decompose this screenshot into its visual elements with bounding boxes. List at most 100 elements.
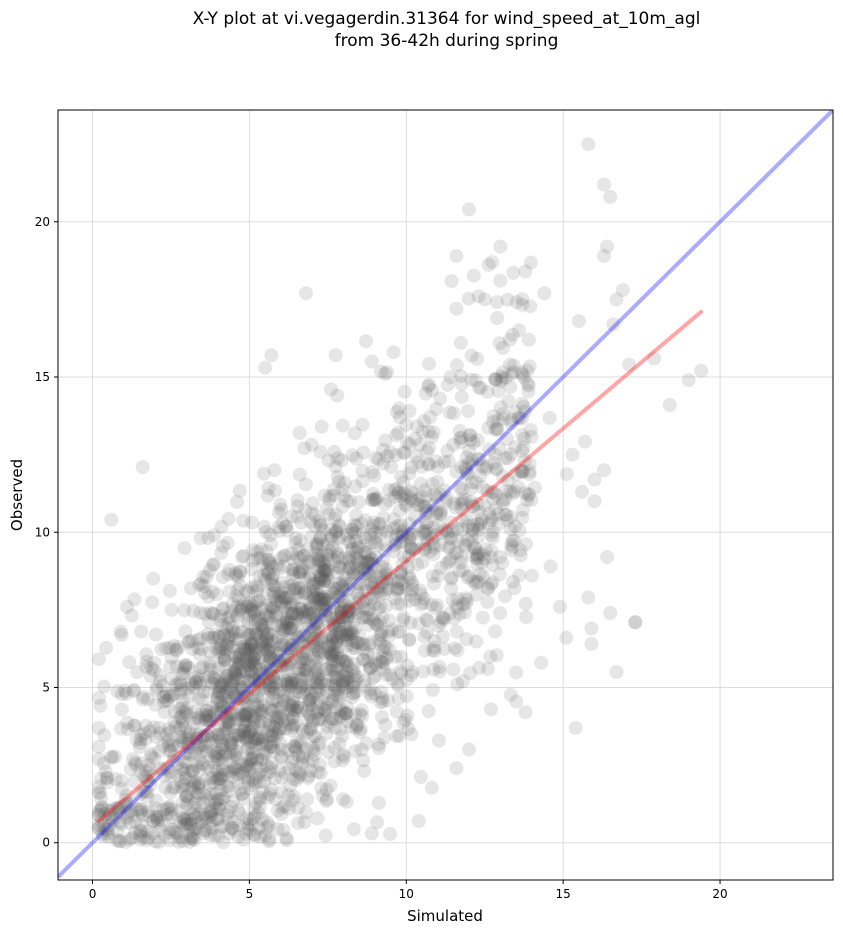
scatter-point [239, 730, 254, 745]
scatter-point [431, 568, 445, 583]
scatter-point [484, 527, 499, 542]
scatter-point [292, 425, 307, 440]
scatter-point [460, 570, 475, 585]
scatter-point [226, 794, 241, 809]
scatter-point [280, 649, 295, 664]
scatter-point [327, 482, 341, 497]
scatter-point [373, 586, 388, 601]
scatter-point [388, 489, 403, 504]
scatter-point [230, 712, 245, 726]
scatter-point [512, 323, 526, 338]
scatter-point [150, 813, 165, 827]
scatter-point [163, 768, 178, 782]
scatter-point [321, 613, 336, 628]
scatter-point [493, 374, 508, 389]
scatter-point [241, 615, 256, 630]
scatter-point [494, 369, 509, 384]
scatter-point [228, 566, 243, 581]
scatter-point [417, 629, 432, 644]
scatter-point [397, 445, 412, 460]
scatter-point [262, 648, 277, 663]
scatter-point [257, 681, 272, 696]
scatter-point [383, 572, 398, 587]
scatter-point [363, 686, 377, 701]
scatter-point [248, 775, 263, 790]
scatter-point [221, 715, 236, 730]
scatter-point [498, 491, 513, 506]
scatter-point [374, 567, 388, 582]
scatter-point [180, 816, 195, 831]
scatter-point [250, 752, 264, 767]
scatter-point [515, 428, 530, 442]
scatter-point [399, 488, 414, 503]
scatter-point [182, 733, 197, 748]
scatter-point [305, 576, 320, 591]
scatter-point [354, 742, 369, 757]
scatter-point [244, 638, 259, 653]
scatter-point [448, 546, 463, 560]
scatter-point [312, 570, 327, 585]
scatter-point [245, 553, 260, 568]
scatter-point [311, 680, 325, 695]
scatter-point [390, 580, 405, 595]
scatter-point [468, 541, 483, 556]
scatter-point [463, 482, 478, 497]
scatter-point [179, 789, 193, 804]
scatter-point [332, 518, 347, 533]
scatter-point [120, 599, 134, 614]
scatter-point [268, 675, 283, 690]
scatter-point [242, 725, 257, 739]
scatter-point [281, 615, 296, 630]
scatter-point [208, 704, 222, 719]
scatter-point [366, 612, 381, 627]
scatter-point [462, 443, 477, 458]
scatter-point [162, 583, 177, 598]
scatter-point [125, 830, 140, 845]
scatter-point [234, 787, 249, 802]
scatter-point [420, 533, 435, 547]
scatter-point [335, 499, 350, 514]
scatter-point [153, 822, 168, 837]
scatter-point [506, 365, 521, 379]
scatter-point [288, 536, 303, 550]
scatter-point [149, 793, 164, 808]
scatter-point [230, 767, 245, 782]
scatter-point [345, 678, 360, 693]
scatter-point [274, 586, 289, 601]
scatter-point [191, 780, 206, 795]
scatter-point [311, 632, 326, 647]
scatter-point [241, 666, 256, 681]
scatter-point [246, 657, 261, 672]
scatter-point [478, 542, 493, 557]
scatter-point [456, 513, 471, 528]
scatter-point [215, 602, 230, 617]
scatter-point [306, 611, 321, 626]
scatter-point [427, 634, 442, 648]
scatter-point [553, 599, 567, 614]
scatter-point [305, 716, 320, 731]
scatter-point [476, 569, 491, 584]
scatter-point [516, 440, 531, 455]
scatter-point [291, 816, 305, 831]
scatter-point [443, 540, 457, 555]
scatter-point [190, 816, 205, 831]
scatter-point [445, 593, 460, 608]
scatter-point [174, 709, 189, 724]
scatter-point [234, 757, 249, 772]
scatter-point [168, 719, 183, 734]
scatter-point [272, 763, 287, 778]
scatter-point [320, 719, 335, 734]
scatter-point [215, 748, 230, 763]
scatter-point [315, 713, 330, 727]
scatter-point [275, 750, 289, 764]
scatter-point [228, 743, 243, 758]
scatter-point [334, 601, 349, 616]
scatter-point [380, 650, 394, 665]
scatter-point [259, 525, 274, 539]
scatter-point [221, 635, 236, 650]
scatter-point [212, 802, 227, 817]
y-axis-label: Observed [8, 459, 26, 531]
scatter-point [424, 430, 439, 444]
scatter-point [277, 623, 292, 638]
